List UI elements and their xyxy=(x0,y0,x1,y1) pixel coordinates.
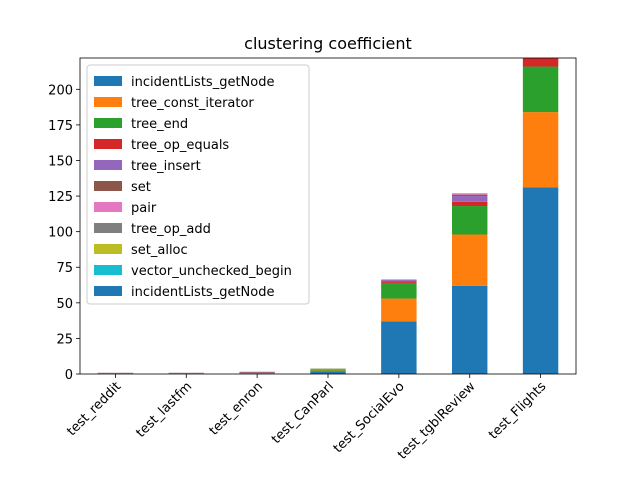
bar-tree-insert-test-tgblreview xyxy=(452,196,488,202)
bar-tree-op-equals-test-socialevo xyxy=(381,281,417,283)
bar-incidentlists-getnode-test-socialevo xyxy=(381,321,417,374)
bar-tree-insert-test-socialevo xyxy=(381,280,417,282)
x-tick-label: test_SocialEvo xyxy=(331,379,408,456)
legend-label: tree_insert xyxy=(131,159,201,174)
legend-swatch xyxy=(94,286,122,296)
chart-title: clustering coefficient xyxy=(244,34,412,53)
x-tick-label: test_tgblReview xyxy=(395,379,479,463)
legend-label: set_alloc xyxy=(131,243,188,258)
bar-set-test-enron xyxy=(239,372,275,373)
y-tick-label: 175 xyxy=(48,119,73,134)
legend-swatch xyxy=(94,223,122,233)
bar-tree-end-test-socialevo xyxy=(381,282,417,299)
x-tick-label: test_Flights xyxy=(486,379,549,442)
y-tick-label: 25 xyxy=(56,332,73,347)
bar-pair-test-socialevo xyxy=(381,279,417,281)
legend-swatch xyxy=(94,118,122,128)
x-tick-label: test_reddit xyxy=(64,379,124,439)
y-tick-label: 50 xyxy=(56,297,73,312)
legend-label: set xyxy=(131,180,151,195)
legend-label: tree_op_add xyxy=(131,222,211,237)
legend-swatch xyxy=(94,181,122,191)
y-tick-label: 0 xyxy=(65,368,73,383)
bar-tree-op-equals-test-flights xyxy=(522,58,559,67)
y-tick-label: 150 xyxy=(48,154,73,169)
y-tick-label: 75 xyxy=(56,261,73,276)
x-tick-label: test_enron xyxy=(207,379,266,438)
bar-tree-const-iterator-test-canparl xyxy=(310,370,346,372)
bar-tree-end-test-tgblreview xyxy=(452,206,488,235)
bar-tree-const-iterator-test-flights xyxy=(522,112,559,188)
legend-swatch xyxy=(94,139,122,149)
bar-tree-const-iterator-test-socialevo xyxy=(381,298,417,322)
legend-swatch xyxy=(94,76,122,86)
x-tick-label: test_CanParl xyxy=(269,379,337,447)
bar-incidentlists-getnode-test-flights xyxy=(522,187,559,374)
legend-label: incidentLists_getNode xyxy=(131,285,274,300)
legend-swatch xyxy=(94,244,122,254)
legend-label: pair xyxy=(131,201,157,216)
legend-label: tree_end xyxy=(131,117,188,132)
legend-box xyxy=(86,64,310,305)
legend-label: tree_const_iterator xyxy=(131,96,254,111)
bar-tree-end-test-flights xyxy=(522,66,559,113)
legend-swatch xyxy=(94,97,122,107)
bar-incidentlists-getnode-test-tgblreview xyxy=(452,285,488,374)
legend-label: incidentLists_getNode xyxy=(131,75,274,90)
y-tick-label: 200 xyxy=(48,83,73,98)
legend: incidentLists_getNode tree_const_iterator… xyxy=(86,64,310,305)
bar-set-test-tgblreview xyxy=(452,194,488,197)
y-tick-label: 100 xyxy=(48,226,73,241)
legend-label: tree_op_equals xyxy=(131,138,229,153)
bar-tree-op-equals-test-tgblreview xyxy=(452,201,488,207)
y-tick-label: 125 xyxy=(48,190,73,205)
legend-label: vector_unchecked_begin xyxy=(131,264,292,279)
legend-swatch xyxy=(94,202,122,212)
bar-tree-const-iterator-test-tgblreview xyxy=(452,234,488,286)
legend-swatch xyxy=(94,265,122,275)
bar-incidentlists-getnode-test-canparl xyxy=(310,371,346,374)
x-tick-label: test_lastfm xyxy=(133,379,195,441)
legend-swatch xyxy=(94,160,122,170)
bars-group xyxy=(97,58,559,374)
bar-pair-test-tgblreview xyxy=(452,193,488,195)
bar-tree-end-test-canparl xyxy=(310,369,346,371)
